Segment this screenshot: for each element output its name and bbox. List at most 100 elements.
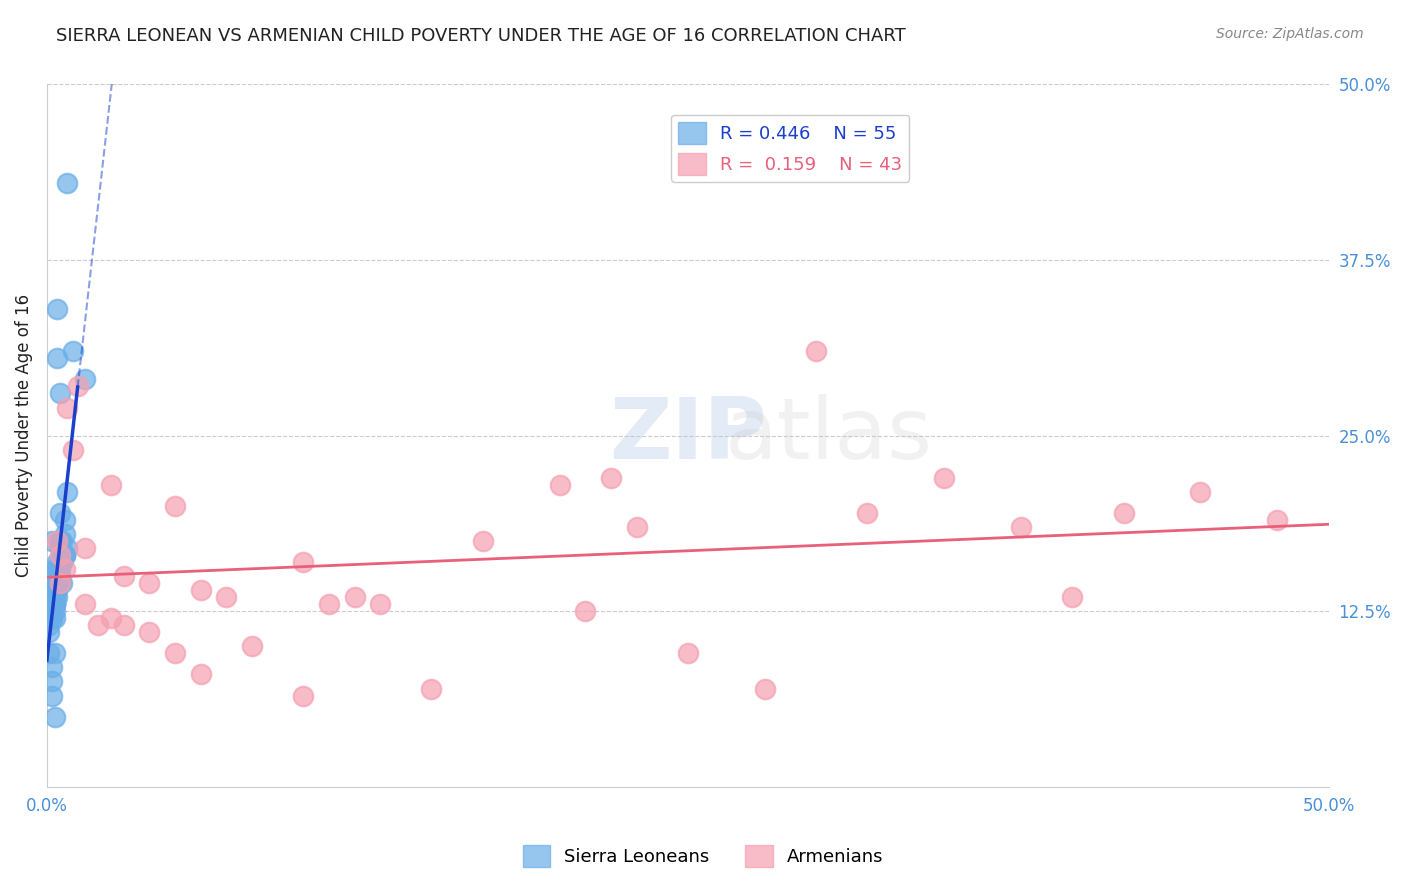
Sierra Leoneans [46, 562, 69, 576]
Sierra Leoneans [53, 548, 76, 562]
Sierra Leoneans [38, 618, 60, 632]
Sierra Leoneans [44, 646, 66, 660]
Sierra Leoneans [51, 548, 73, 562]
Armenians [932, 471, 955, 485]
Sierra Leoneans [53, 548, 76, 562]
Armenians [165, 499, 187, 513]
Armenians [471, 534, 494, 549]
Sierra Leoneans [48, 386, 70, 401]
Sierra Leoneans [51, 548, 73, 562]
Armenians [548, 478, 571, 492]
Armenians [343, 590, 366, 604]
Armenians [46, 534, 69, 549]
Sierra Leoneans [51, 576, 73, 591]
Sierra Leoneans [44, 597, 66, 611]
Armenians [574, 604, 596, 618]
Sierra Leoneans [48, 506, 70, 520]
Armenians [62, 442, 84, 457]
Legend: R = 0.446    N = 55, R =  0.159    N = 43: R = 0.446 N = 55, R = 0.159 N = 43 [671, 114, 910, 182]
Armenians [48, 576, 70, 591]
Armenians [190, 667, 212, 681]
Armenians [676, 646, 699, 660]
Sierra Leoneans [44, 604, 66, 618]
Sierra Leoneans [41, 611, 63, 625]
Sierra Leoneans [44, 709, 66, 723]
Sierra Leoneans [44, 562, 66, 576]
Armenians [138, 576, 160, 591]
Sierra Leoneans [44, 590, 66, 604]
Armenians [318, 597, 340, 611]
Sierra Leoneans [41, 660, 63, 674]
Armenians [165, 646, 187, 660]
Sierra Leoneans [41, 583, 63, 598]
Armenians [1112, 506, 1135, 520]
Armenians [420, 681, 443, 696]
Sierra Leoneans [41, 674, 63, 689]
Text: ZIP: ZIP [609, 394, 766, 477]
Sierra Leoneans [53, 513, 76, 527]
Sierra Leoneans [46, 583, 69, 598]
Armenians [1267, 513, 1289, 527]
Sierra Leoneans [53, 527, 76, 541]
Armenians [48, 548, 70, 562]
Armenians [1062, 590, 1084, 604]
Sierra Leoneans [75, 372, 97, 386]
Sierra Leoneans [46, 302, 69, 317]
Sierra Leoneans [62, 344, 84, 359]
Sierra Leoneans [46, 590, 69, 604]
Armenians [100, 611, 122, 625]
Sierra Leoneans [38, 590, 60, 604]
Armenians [112, 569, 135, 583]
Armenians [53, 562, 76, 576]
Sierra Leoneans [51, 555, 73, 569]
Armenians [75, 541, 97, 555]
Armenians [240, 640, 263, 654]
Armenians [75, 597, 97, 611]
Sierra Leoneans [56, 176, 79, 190]
Armenians [856, 506, 879, 520]
Text: Source: ZipAtlas.com: Source: ZipAtlas.com [1216, 27, 1364, 41]
Sierra Leoneans [46, 562, 69, 576]
Sierra Leoneans [48, 569, 70, 583]
Sierra Leoneans [41, 611, 63, 625]
Sierra Leoneans [46, 555, 69, 569]
Sierra Leoneans [48, 555, 70, 569]
Legend: Sierra Leoneans, Armenians: Sierra Leoneans, Armenians [516, 838, 890, 874]
Armenians [100, 478, 122, 492]
Sierra Leoneans [46, 351, 69, 366]
Armenians [368, 597, 391, 611]
Sierra Leoneans [38, 625, 60, 640]
Sierra Leoneans [44, 611, 66, 625]
Sierra Leoneans [41, 604, 63, 618]
Armenians [87, 618, 110, 632]
Armenians [1010, 520, 1032, 534]
Sierra Leoneans [41, 534, 63, 549]
Armenians [292, 689, 315, 703]
Armenians [138, 625, 160, 640]
Armenians [804, 344, 827, 359]
Sierra Leoneans [46, 576, 69, 591]
Sierra Leoneans [44, 597, 66, 611]
Armenians [626, 520, 648, 534]
Armenians [599, 471, 621, 485]
Sierra Leoneans [56, 541, 79, 555]
Sierra Leoneans [44, 576, 66, 591]
Text: SIERRA LEONEAN VS ARMENIAN CHILD POVERTY UNDER THE AGE OF 16 CORRELATION CHART: SIERRA LEONEAN VS ARMENIAN CHILD POVERTY… [56, 27, 905, 45]
Armenians [754, 681, 776, 696]
Sierra Leoneans [44, 597, 66, 611]
Armenians [190, 583, 212, 598]
Armenians [66, 379, 89, 393]
Y-axis label: Child Poverty Under the Age of 16: Child Poverty Under the Age of 16 [15, 294, 32, 577]
Armenians [215, 590, 238, 604]
Sierra Leoneans [51, 534, 73, 549]
Sierra Leoneans [51, 555, 73, 569]
Sierra Leoneans [41, 689, 63, 703]
Sierra Leoneans [48, 562, 70, 576]
Sierra Leoneans [38, 646, 60, 660]
Sierra Leoneans [48, 534, 70, 549]
Sierra Leoneans [48, 576, 70, 591]
Sierra Leoneans [53, 548, 76, 562]
Armenians [112, 618, 135, 632]
Sierra Leoneans [56, 484, 79, 499]
Armenians [292, 555, 315, 569]
